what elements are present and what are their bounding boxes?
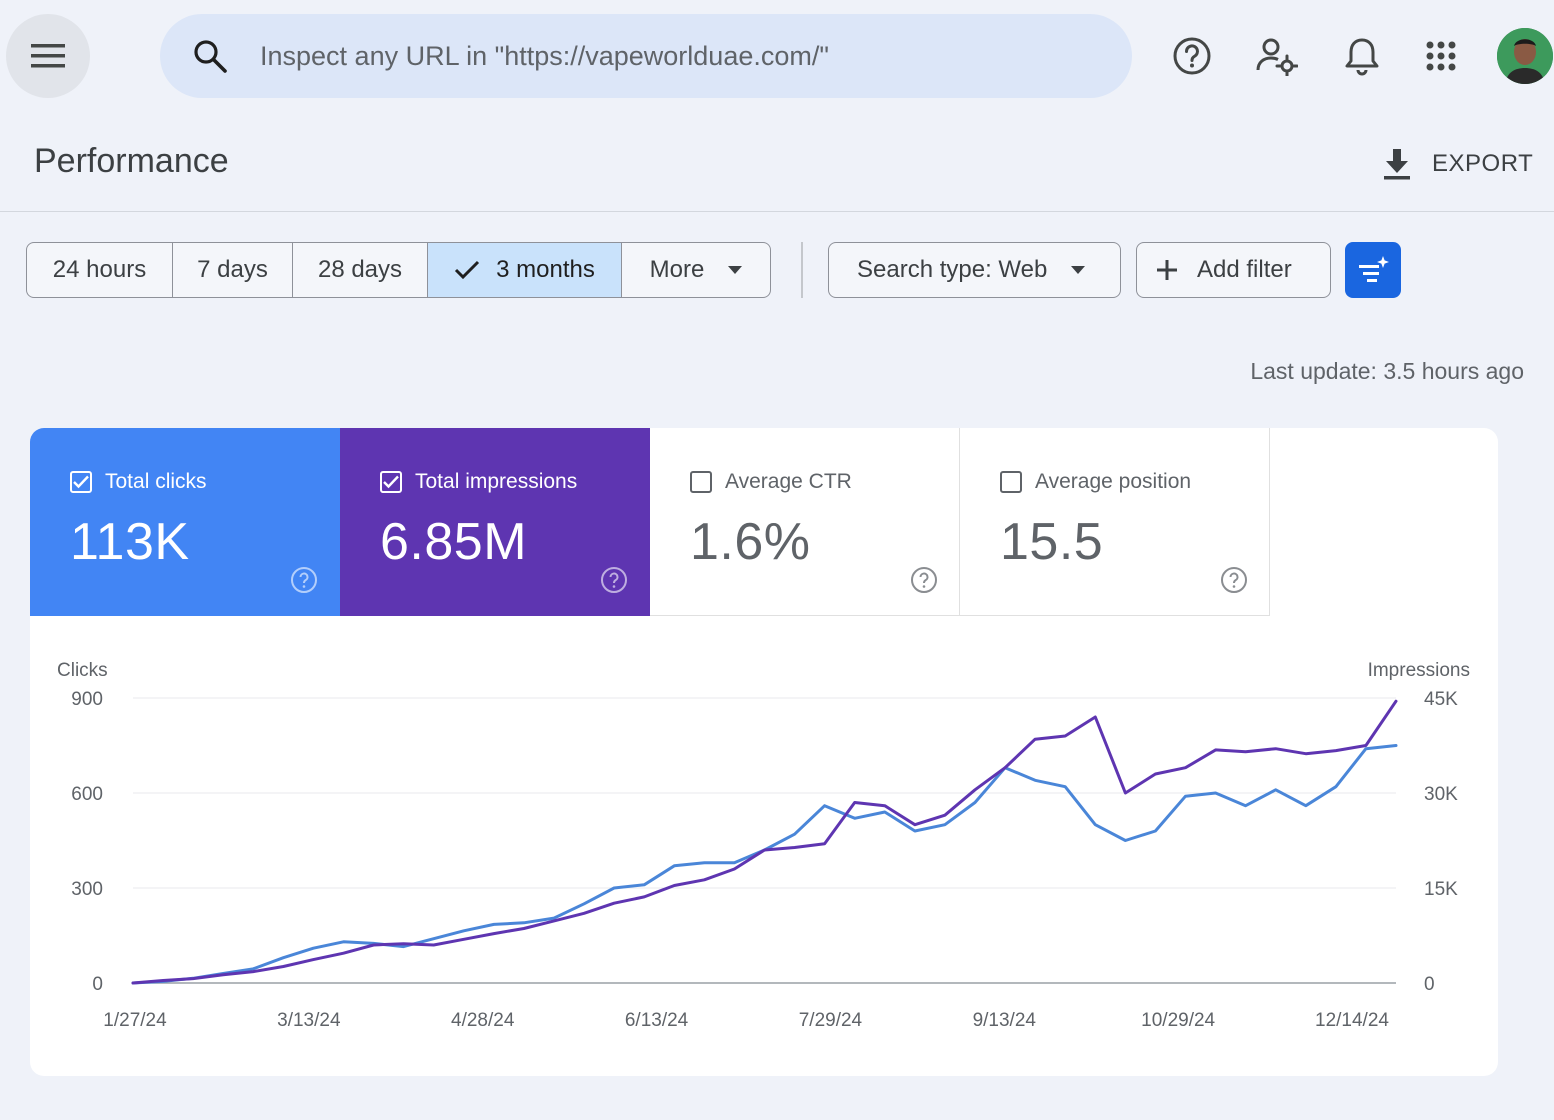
y-right-tick-label: 45K [1424, 689, 1458, 710]
add-filter-label: Add filter [1197, 256, 1292, 283]
metric-label-row: Total clicks [70, 470, 207, 494]
help-circle-icon[interactable] [1220, 566, 1248, 594]
x-tick-label: 9/13/24 [973, 1010, 1037, 1031]
plus-icon [1157, 260, 1177, 280]
performance-chart[interactable]: 0 0 300 15K 600 30K 900 45K Clicks Impressions 1/2… [30, 616, 1498, 1076]
checkbox-checked-icon[interactable] [380, 471, 402, 493]
x-tick-label: 7/29/24 [799, 1010, 863, 1031]
filter-insights-button[interactable] [1345, 242, 1401, 298]
help-circle-icon[interactable] [910, 566, 938, 594]
metric-label-row: Total impressions [380, 470, 577, 494]
search-type-label: Search type: Web [857, 256, 1048, 283]
url-inspect-search-bar[interactable] [160, 14, 1132, 98]
account-avatar[interactable] [1497, 28, 1553, 84]
notifications-button[interactable] [1334, 28, 1390, 84]
y-left-axis-title: Clicks [57, 660, 108, 681]
page-title: Performance [34, 142, 229, 180]
page-header: Performance EXPORT [0, 112, 1554, 212]
help-circle-icon[interactable] [290, 566, 318, 594]
manage-accounts-icon [1256, 38, 1298, 76]
date-range-3-months[interactable]: 3 months [428, 243, 622, 297]
metric-value: 1.6% [690, 513, 811, 571]
hamburger-menu-icon [31, 44, 65, 68]
export-button[interactable]: EXPORT [1380, 144, 1533, 184]
help-button[interactable] [1164, 28, 1220, 84]
x-tick-label: 10/29/24 [1141, 1010, 1215, 1031]
metric-label: Total impressions [415, 470, 578, 493]
checkbox-unchecked-icon[interactable] [690, 471, 712, 493]
x-tick-label: 12/14/24 [1315, 1010, 1389, 1031]
url-inspect-input[interactable] [260, 40, 1080, 72]
checkmark-icon [455, 260, 480, 280]
series-line-clicks [131, 744, 1398, 985]
date-range-label: 3 months [496, 256, 595, 283]
performance-card: Total clicks 113K Total impressions 6.85… [30, 428, 1498, 1076]
metric-label: Total clicks [105, 470, 207, 493]
profile-photo-icon [1497, 28, 1553, 84]
metric-value: 6.85M [380, 513, 528, 571]
date-range-label: More [649, 256, 705, 283]
date-range-selector: 24 hours 7 days 28 days 3 months More [26, 242, 771, 298]
date-range-24-hours[interactable]: 24 hours [27, 243, 173, 297]
metric-label-row: Average CTR [690, 470, 852, 494]
help-circle-icon[interactable] [600, 566, 628, 594]
user-settings-button[interactable] [1249, 28, 1305, 84]
date-range-label: 7 days [197, 256, 268, 283]
dropdown-arrow-icon [1071, 266, 1086, 274]
filter-divider [801, 242, 803, 298]
x-tick-label: 4/28/24 [451, 1010, 515, 1031]
bell-icon [1345, 38, 1379, 76]
metric-total-clicks[interactable]: Total clicks 113K [30, 428, 340, 616]
metric-total-impressions[interactable]: Total impressions 6.85M [340, 428, 650, 616]
metric-label: Average CTR [725, 470, 852, 493]
y-right-tick-label: 0 [1424, 974, 1435, 995]
dropdown-arrow-icon [728, 266, 743, 274]
y-left-tick-label: 0 [92, 974, 103, 995]
date-range-more-dropdown[interactable]: More [622, 243, 770, 297]
checkbox-checked-icon[interactable] [70, 471, 92, 493]
google-apps-button[interactable] [1413, 28, 1469, 84]
checkbox-unchecked-icon[interactable] [1000, 471, 1022, 493]
main-menu-button[interactable] [6, 14, 90, 98]
help-icon [1173, 37, 1211, 75]
x-tick-label: 3/13/24 [277, 1010, 341, 1031]
y-right-axis-title: Impressions [1368, 660, 1470, 681]
date-range-label: 24 hours [52, 256, 147, 283]
download-icon [1380, 147, 1414, 181]
series-line-impressions [131, 699, 1398, 985]
search-icon [190, 36, 230, 76]
search-type-dropdown[interactable]: Search type: Web [828, 242, 1121, 298]
date-range-28-days[interactable]: 28 days [293, 243, 428, 297]
metric-label: Average position [1035, 470, 1192, 493]
x-tick-label: 6/13/24 [625, 1010, 689, 1031]
y-right-tick-label: 15K [1424, 879, 1458, 900]
metric-value: 15.5 [1000, 513, 1104, 571]
sparkle-filter-icon [1359, 256, 1389, 282]
apps-grid-icon [1426, 41, 1456, 71]
metric-average-ctr[interactable]: Average CTR 1.6% [650, 428, 960, 616]
metric-average-position[interactable]: Average position 15.5 [960, 428, 1270, 616]
date-range-label: 28 days [317, 256, 403, 283]
x-tick-label: 1/27/24 [103, 1010, 167, 1031]
date-range-7-days[interactable]: 7 days [173, 243, 293, 297]
y-left-tick-label: 300 [71, 879, 103, 900]
y-left-tick-label: 900 [71, 689, 103, 710]
metric-value: 113K [70, 513, 190, 571]
export-label: EXPORT [1432, 150, 1534, 177]
metric-label-row: Average position [1000, 470, 1191, 494]
add-filter-button[interactable]: Add filter [1136, 242, 1331, 298]
y-left-tick-label: 600 [71, 784, 103, 805]
y-right-tick-label: 30K [1424, 784, 1458, 805]
last-update-text: Last update: 3.5 hours ago [1250, 358, 1524, 384]
top-bar [0, 0, 1554, 112]
